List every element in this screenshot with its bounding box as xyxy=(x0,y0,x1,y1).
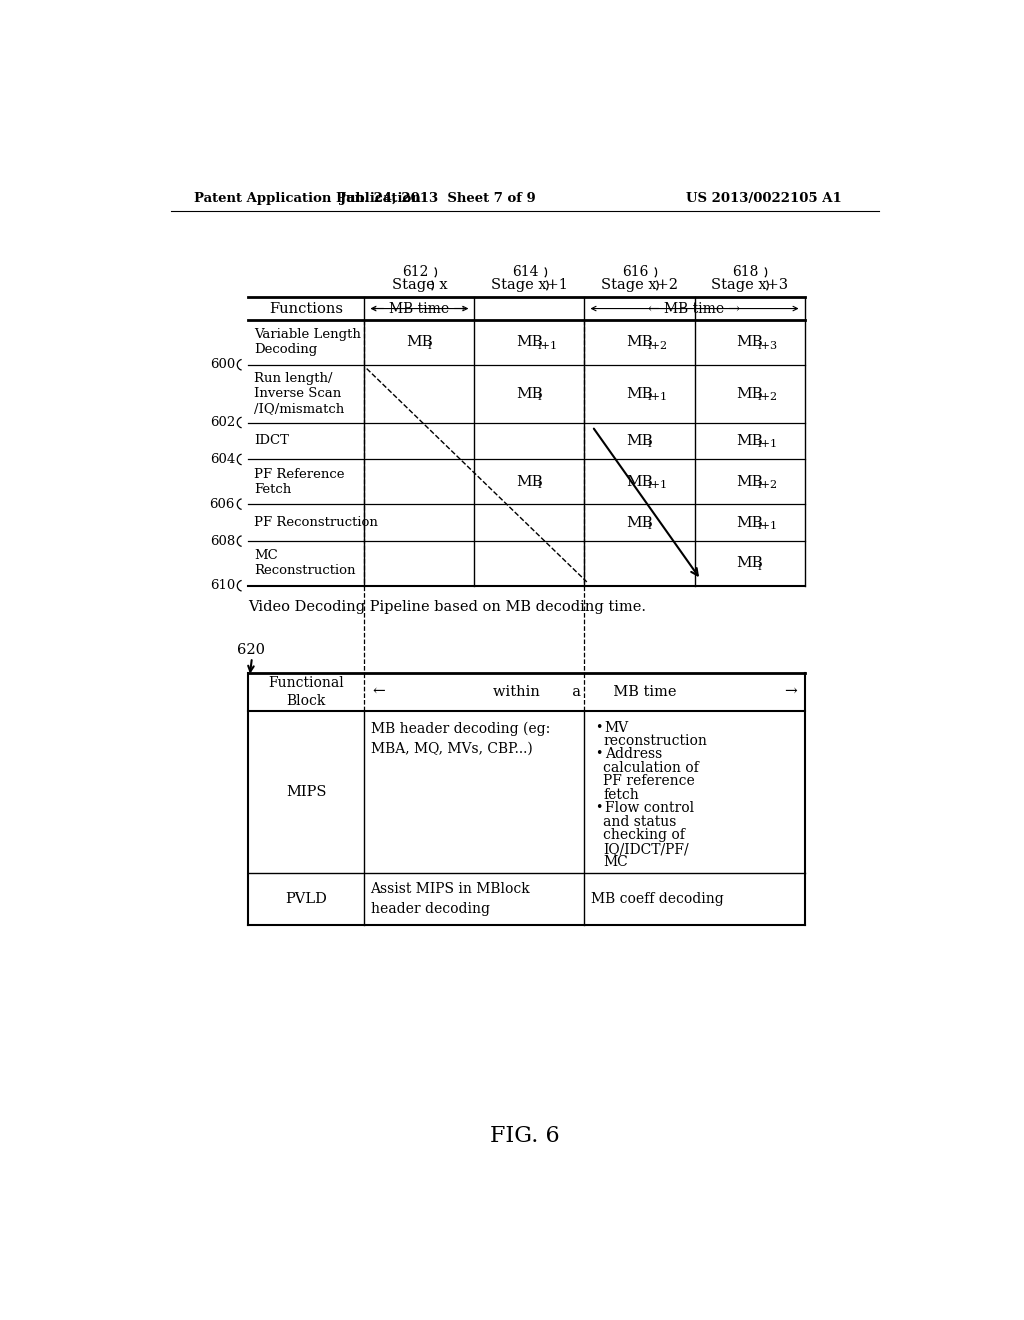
Text: MC
Reconstruction: MC Reconstruction xyxy=(254,549,355,577)
Text: 606: 606 xyxy=(210,498,234,511)
Text: MB: MB xyxy=(736,387,763,401)
Text: Flow control: Flow control xyxy=(604,801,693,816)
Text: MB: MB xyxy=(516,335,543,350)
Text: ← MB time →: ← MB time → xyxy=(374,301,466,315)
Text: 610: 610 xyxy=(210,579,234,593)
Text: Patent Application Publication: Patent Application Publication xyxy=(194,191,421,205)
Text: MB: MB xyxy=(736,516,763,529)
Text: ←: ← xyxy=(372,685,385,700)
Text: MB: MB xyxy=(736,434,763,447)
Text: i: i xyxy=(538,392,542,401)
Text: PF Reconstruction: PF Reconstruction xyxy=(254,516,378,529)
Text: MB: MB xyxy=(736,475,763,488)
Text: IDCT: IDCT xyxy=(254,434,289,447)
Text: i: i xyxy=(428,341,431,351)
Text: 614: 614 xyxy=(512,265,539,280)
Text: Functional
Block: Functional Block xyxy=(268,676,344,709)
Text: Assist MIPS in MBlock
header decoding: Assist MIPS in MBlock header decoding xyxy=(371,882,530,916)
Text: PVLD: PVLD xyxy=(286,892,328,906)
Text: MB: MB xyxy=(736,557,763,570)
Text: Address: Address xyxy=(604,747,662,762)
Text: MB coeff decoding: MB coeff decoding xyxy=(591,892,723,906)
Text: MIPS: MIPS xyxy=(286,785,327,799)
Text: i+2: i+2 xyxy=(758,480,778,490)
Text: i: i xyxy=(648,520,651,531)
Text: •: • xyxy=(595,721,603,734)
Text: i+1: i+1 xyxy=(758,520,778,531)
Text: Run length/
Inverse Scan
/IQ/mismatch: Run length/ Inverse Scan /IQ/mismatch xyxy=(254,372,344,414)
Text: ← MB time →: ← MB time → xyxy=(648,301,740,315)
Text: and status: and status xyxy=(603,814,677,829)
Text: Stage x: Stage x xyxy=(391,279,447,293)
Text: calculation of: calculation of xyxy=(603,760,698,775)
Text: 612: 612 xyxy=(402,265,429,280)
Text: fetch: fetch xyxy=(603,788,639,801)
Text: Stage x+2: Stage x+2 xyxy=(601,279,678,293)
Text: MB: MB xyxy=(516,387,543,401)
Text: i: i xyxy=(758,561,762,572)
Text: MB: MB xyxy=(626,335,653,350)
Text: i: i xyxy=(648,440,651,449)
Text: MB: MB xyxy=(626,387,653,401)
Text: MB: MB xyxy=(626,516,653,529)
Text: FIG. 6: FIG. 6 xyxy=(490,1125,559,1147)
Text: Functions: Functions xyxy=(269,301,343,315)
Text: MB header decoding (eg:
MBA, MQ, MVs, CBP...): MB header decoding (eg: MBA, MQ, MVs, CB… xyxy=(371,722,550,756)
Text: i+3: i+3 xyxy=(758,341,778,351)
Text: PF reference: PF reference xyxy=(603,775,695,788)
Text: i+1: i+1 xyxy=(538,341,558,351)
Text: i+1: i+1 xyxy=(648,392,668,401)
Text: Stage x+3: Stage x+3 xyxy=(711,279,788,293)
Text: MB: MB xyxy=(626,475,653,488)
Text: IQ/IDCT/PF/: IQ/IDCT/PF/ xyxy=(603,842,689,855)
Text: 600: 600 xyxy=(210,358,234,371)
Text: MB: MB xyxy=(407,335,433,350)
Text: •: • xyxy=(595,801,603,814)
Text: 608: 608 xyxy=(210,535,234,548)
Text: Stage x+1: Stage x+1 xyxy=(492,279,568,293)
Text: i+2: i+2 xyxy=(758,392,778,401)
Text: i+1: i+1 xyxy=(758,440,778,449)
Text: checking of: checking of xyxy=(603,829,685,842)
Text: MB: MB xyxy=(516,475,543,488)
Text: MB: MB xyxy=(626,434,653,447)
Text: MC: MC xyxy=(603,855,628,870)
Text: Jan. 24, 2013  Sheet 7 of 9: Jan. 24, 2013 Sheet 7 of 9 xyxy=(340,191,536,205)
Text: i+1: i+1 xyxy=(648,480,668,490)
Text: 604: 604 xyxy=(210,453,234,466)
Text: i: i xyxy=(538,480,542,490)
Text: 616: 616 xyxy=(623,265,649,280)
Text: Video Decoding Pipeline based on MB decoding time.: Video Decoding Pipeline based on MB deco… xyxy=(248,599,646,614)
Text: within       a       MB time: within a MB time xyxy=(493,685,676,700)
Text: PF Reference
Fetch: PF Reference Fetch xyxy=(254,467,345,496)
Text: 618: 618 xyxy=(732,265,759,280)
Text: MV: MV xyxy=(604,721,629,734)
Text: US 2013/0022105 A1: US 2013/0022105 A1 xyxy=(686,191,842,205)
Text: 620: 620 xyxy=(237,643,264,656)
Text: 602: 602 xyxy=(210,416,234,429)
Text: Variable Length
Decoding: Variable Length Decoding xyxy=(254,329,361,356)
Text: i+2: i+2 xyxy=(648,341,668,351)
Text: •: • xyxy=(595,747,603,760)
Text: MB: MB xyxy=(736,335,763,350)
Text: reconstruction: reconstruction xyxy=(603,734,707,748)
Text: →: → xyxy=(784,685,797,700)
